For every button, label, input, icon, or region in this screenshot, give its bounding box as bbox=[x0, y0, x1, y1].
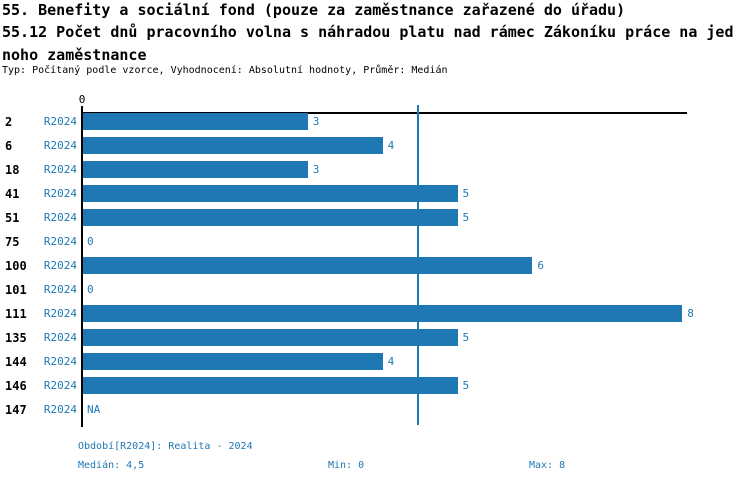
bar-value-label: 5 bbox=[462, 211, 470, 224]
bar[interactable] bbox=[83, 305, 683, 322]
bar-value-label: 5 bbox=[462, 331, 470, 344]
bar-value-label: 3 bbox=[312, 115, 320, 128]
chart-row: 100 R2024 6 bbox=[0, 254, 750, 278]
category-label: 75 bbox=[5, 235, 20, 249]
chart-row: 51 R2024 5 bbox=[0, 206, 750, 230]
bar-value-label: 4 bbox=[387, 355, 395, 368]
category-label: 111 bbox=[5, 307, 27, 321]
bar-value-label: 4 bbox=[387, 139, 395, 152]
chart-row: 75 R2024 0 bbox=[0, 230, 750, 254]
stat-min: Min: 0 bbox=[328, 460, 365, 471]
bar[interactable] bbox=[83, 377, 458, 394]
bar[interactable] bbox=[83, 209, 458, 226]
chart-row: 6 R2024 4 bbox=[0, 134, 750, 158]
category-label: 41 bbox=[5, 187, 20, 201]
category-label: 146 bbox=[5, 379, 27, 393]
series-label: R2024 bbox=[43, 211, 77, 224]
category-label: 51 bbox=[5, 211, 20, 225]
chart-row: 101 R2024 0 bbox=[0, 278, 750, 302]
bar[interactable] bbox=[83, 329, 458, 346]
category-label: 100 bbox=[5, 259, 27, 273]
chart-row: 18 R2024 3 bbox=[0, 158, 750, 182]
bar-value-label: 3 bbox=[312, 163, 320, 176]
category-label: 6 bbox=[5, 139, 13, 153]
report-meta-line: Typ: Počítaný podle vzorce, Vyhodnocení:… bbox=[2, 65, 448, 76]
bar[interactable] bbox=[83, 185, 458, 202]
bar-value-label: 0 bbox=[87, 283, 94, 296]
stat-median: Medián: 4,5 bbox=[78, 460, 145, 471]
chart-row: 41 R2024 5 bbox=[0, 182, 750, 206]
category-label: 144 bbox=[5, 355, 27, 369]
category-label: 2 bbox=[5, 115, 13, 129]
bar[interactable] bbox=[83, 137, 383, 154]
y-axis-line bbox=[81, 106, 83, 427]
bar[interactable] bbox=[83, 161, 308, 178]
bar[interactable] bbox=[83, 353, 383, 370]
report-title-line1: 55. Benefity a sociální fond (pouze za z… bbox=[2, 1, 626, 19]
series-label: R2024 bbox=[43, 283, 77, 296]
series-label: R2024 bbox=[43, 115, 77, 128]
bar-value-label: NA bbox=[87, 403, 101, 416]
series-label: R2024 bbox=[43, 307, 77, 320]
chart-row: 144 R2024 4 bbox=[0, 350, 750, 374]
bar-value-label: 5 bbox=[462, 187, 470, 200]
legend-period: Období[R2024]: Realita - 2024 bbox=[78, 441, 253, 452]
series-label: R2024 bbox=[43, 259, 77, 272]
x-axis-tick-zero: 0 bbox=[78, 93, 86, 106]
bar[interactable] bbox=[83, 257, 533, 274]
series-label: R2024 bbox=[43, 163, 77, 176]
series-label: R2024 bbox=[43, 331, 77, 344]
chart-row: 146 R2024 5 bbox=[0, 374, 750, 398]
bar-value-label: 5 bbox=[462, 379, 470, 392]
category-label: 135 bbox=[5, 331, 27, 345]
bar[interactable] bbox=[83, 113, 308, 130]
series-label: R2024 bbox=[43, 355, 77, 368]
category-label: 18 bbox=[5, 163, 20, 177]
series-label: R2024 bbox=[43, 187, 77, 200]
series-label: R2024 bbox=[43, 379, 77, 392]
bar-value-label: 8 bbox=[687, 307, 694, 320]
report-title-line3: noho zaměstnance bbox=[2, 46, 147, 64]
stat-max: Max: 8 bbox=[529, 460, 566, 471]
category-label: 147 bbox=[5, 403, 27, 417]
series-label: R2024 bbox=[43, 403, 77, 416]
chart-row: 135 R2024 5 bbox=[0, 326, 750, 350]
category-label: 101 bbox=[5, 283, 27, 297]
report-title-line2: 55.12 Počet dnů pracovního volna s náhra… bbox=[2, 23, 734, 41]
x-axis-line bbox=[81, 112, 687, 114]
chart-row: 147 R2024 NA bbox=[0, 398, 750, 422]
series-label: R2024 bbox=[43, 235, 77, 248]
chart-row: 2 R2024 3 bbox=[0, 110, 750, 134]
bar-value-label: 0 bbox=[87, 235, 94, 248]
series-label: R2024 bbox=[43, 139, 77, 152]
chart-row: 111 R2024 8 bbox=[0, 302, 750, 326]
bar-value-label: 6 bbox=[537, 259, 545, 272]
